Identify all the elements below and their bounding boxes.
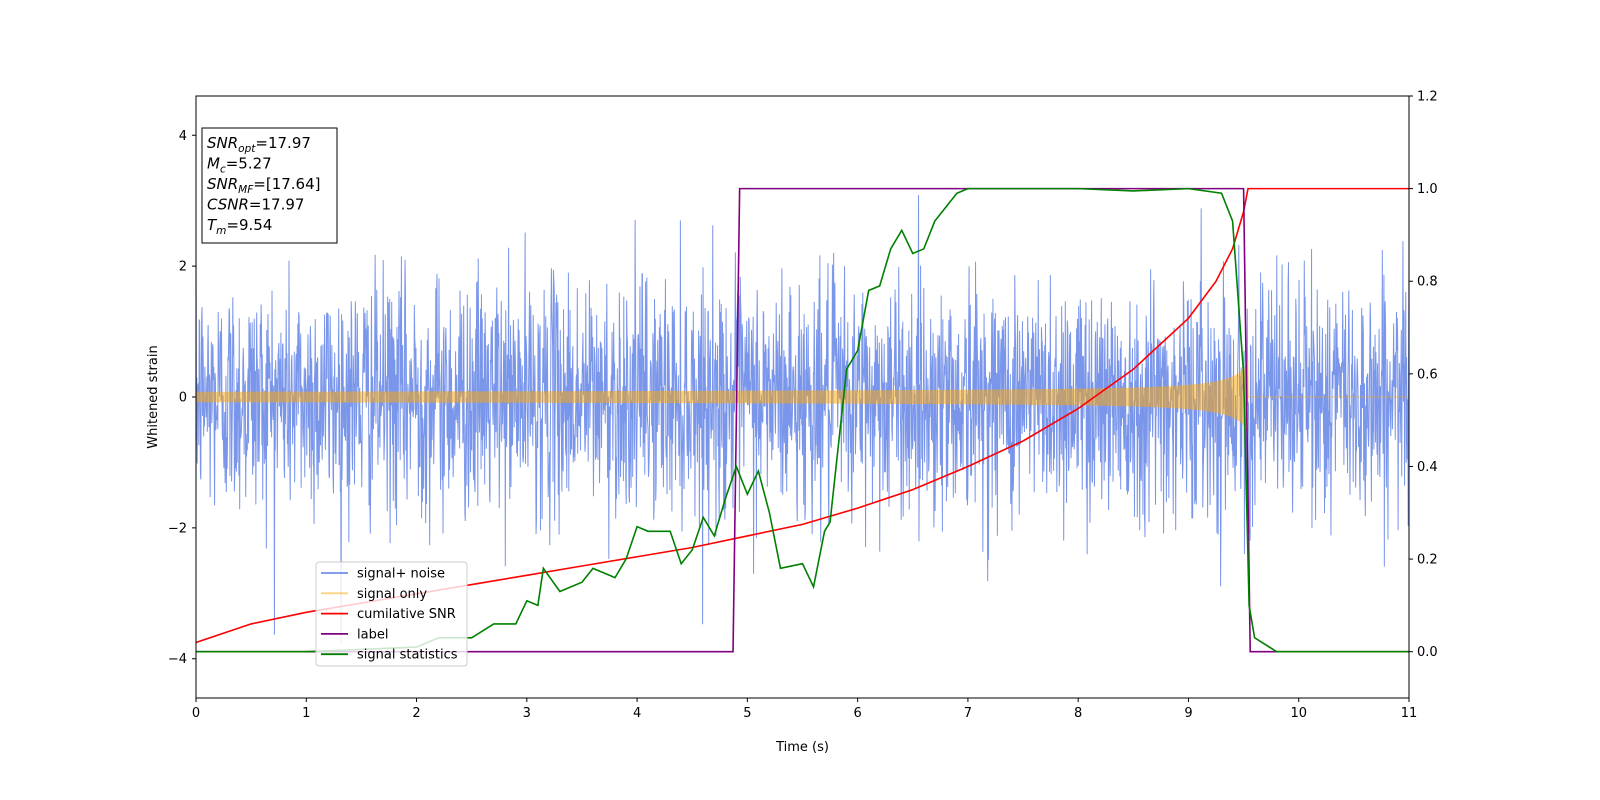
x-tick-label: 0: [192, 706, 200, 721]
y-left-tick-label: 4: [179, 129, 187, 144]
x-tick-label: 4: [633, 706, 641, 721]
annotation-line: Tm=9.54: [207, 216, 272, 237]
annotation-line: SNRopt=17.97: [207, 134, 311, 155]
legend-entry: label: [357, 627, 388, 642]
x-tick-label: 7: [964, 706, 972, 721]
x-tick-label: 10: [1290, 706, 1307, 721]
y-right-tick-label: 1.2: [1417, 90, 1438, 105]
x-tick-label: 6: [853, 706, 861, 721]
y-left-tick-label: −2: [168, 521, 187, 536]
y-right-tick-label: 0.6: [1417, 367, 1438, 382]
y-axis-left: −4 −2 0 2 4: [168, 129, 196, 667]
x-tick-label: 8: [1074, 706, 1082, 721]
x-axis-label: Time (s): [775, 740, 829, 755]
y-left-tick-label: 0: [179, 391, 187, 406]
x-tick-label: 1: [302, 706, 310, 721]
x-tick-label: 9: [1184, 706, 1192, 721]
legend-frame: [315, 561, 468, 667]
legend-entry: signal+ noise: [357, 567, 445, 582]
legend: signal+ noise signal only cumilative SNR la…: [315, 561, 468, 667]
x-tick-label: 2: [412, 706, 420, 721]
y-right-tick-label: 0.8: [1417, 275, 1438, 290]
y-right-tick-label: 0.2: [1417, 553, 1438, 568]
annotation-line: Mc=5.27: [207, 155, 272, 176]
series-signal-statistics: [196, 187, 1409, 653]
y-axis-right: 0.0 0.2 0.4 0.6 0.8 1.0 1.2: [1409, 90, 1438, 660]
series-signal-only: [196, 358, 1409, 434]
x-tick-label: 11: [1401, 706, 1418, 721]
legend-entry: cumilative SNR: [357, 607, 456, 622]
legend-entry: signal statistics: [357, 648, 458, 663]
series-signal-noise: [196, 194, 1409, 644]
annotation-box: SNRopt=17.97Mc=5.27SNRMF=[17.64]CSNR=17.…: [201, 127, 338, 244]
y-left-tick-label: −4: [168, 652, 187, 667]
annotation-line: SNRMF=[17.64]: [207, 175, 321, 196]
y-right-tick-label: 0.0: [1417, 645, 1438, 660]
annotation-line: CSNR=17.97: [207, 196, 304, 214]
x-tick-label: 5: [743, 706, 751, 721]
y-left-tick-label: 2: [179, 260, 187, 275]
x-tick-label: 3: [523, 706, 531, 721]
y-axis-label: Whitened strain: [146, 345, 161, 448]
x-axis: 0 1 2 3 4 5 6 7 8 9 10 11: [192, 698, 1417, 721]
annotation-frame: [201, 127, 338, 244]
y-right-tick-label: 1.0: [1417, 182, 1438, 197]
y-right-tick-label: 0.4: [1417, 460, 1438, 475]
legend-entry: signal only: [357, 587, 427, 602]
